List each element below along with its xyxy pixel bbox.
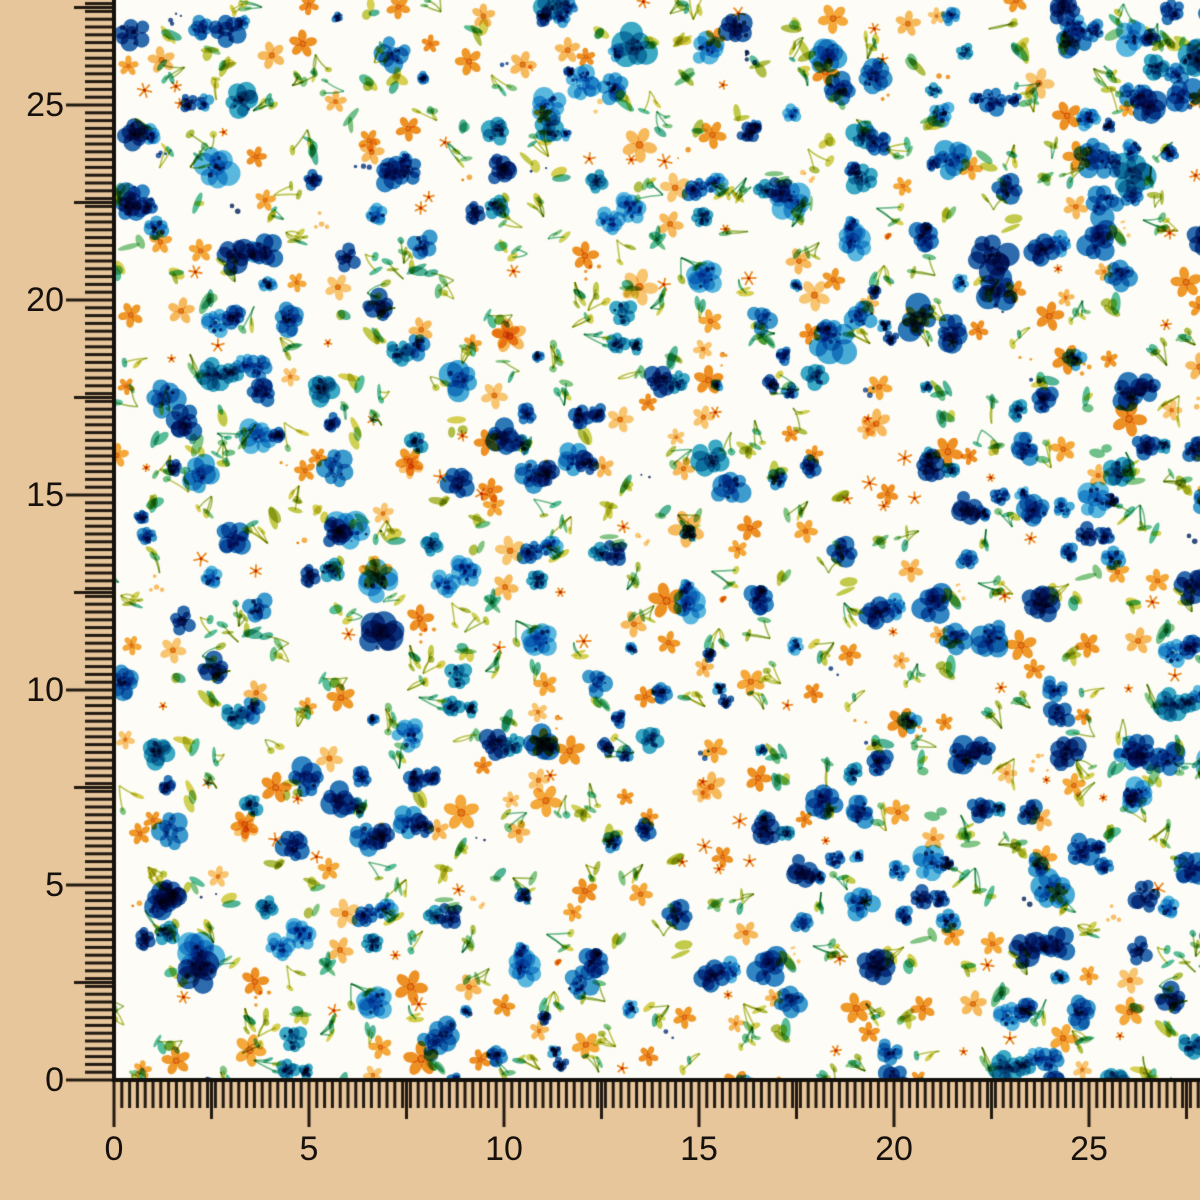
ruler-left-label-10: 10	[26, 671, 64, 709]
ruler-bottom-label-20: 20	[875, 1130, 913, 1168]
ruler-bottom-label-5: 5	[299, 1130, 319, 1168]
ruler-left-label-15: 15	[26, 476, 64, 514]
ruler-left-label-25: 25	[26, 86, 64, 124]
ruler-left-label-20: 20	[26, 281, 64, 319]
ruler-bottom-label-25: 25	[1070, 1130, 1108, 1168]
ruler-bottom-label-10: 10	[485, 1130, 523, 1168]
ruler-bottom-label-0: 0	[104, 1130, 124, 1168]
ruler-bottom-label-15: 15	[680, 1130, 718, 1168]
ruler-left-label-5: 5	[45, 866, 64, 904]
ruler-left-label-0: 0	[45, 1061, 64, 1099]
